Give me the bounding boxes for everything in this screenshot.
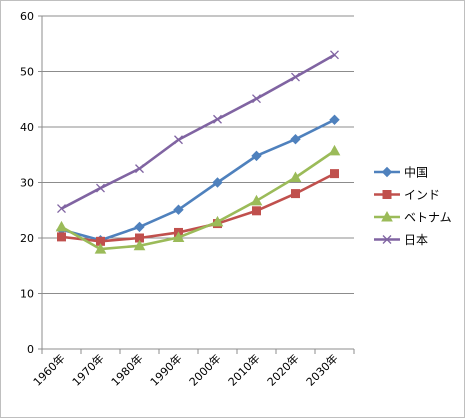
series-2-point bbox=[94, 243, 107, 254]
marker-stroke bbox=[213, 114, 222, 124]
series-0-point bbox=[173, 204, 184, 215]
legend-item: 日本 bbox=[374, 233, 428, 247]
series-3-point bbox=[252, 94, 261, 104]
y-tick-label: 60 bbox=[20, 10, 34, 23]
series-3-point bbox=[135, 164, 144, 174]
series-3-point bbox=[57, 204, 66, 214]
marker-stroke bbox=[57, 204, 66, 214]
legend-label: ベトナム bbox=[404, 211, 452, 225]
series-0-point bbox=[134, 221, 145, 233]
x-tick-label: 1980年 bbox=[108, 351, 145, 388]
series-3-point bbox=[330, 50, 339, 60]
legend-marker bbox=[381, 210, 393, 222]
series-2-line bbox=[60, 149, 336, 251]
x-tick-label: 1970年 bbox=[69, 351, 106, 388]
gridlines bbox=[42, 15, 354, 294]
legend-marker bbox=[382, 235, 392, 244]
series-0-point bbox=[212, 177, 223, 188]
series-2-point bbox=[172, 231, 185, 242]
marker-stroke bbox=[135, 164, 144, 174]
series-2-point bbox=[328, 144, 341, 156]
series-2-point bbox=[289, 171, 302, 183]
legend-marker bbox=[382, 190, 392, 199]
legend-label: 日本 bbox=[404, 233, 428, 247]
legend-item: インド bbox=[374, 188, 440, 202]
series-lines bbox=[55, 50, 341, 254]
series-3-line bbox=[60, 53, 336, 210]
series-3-point bbox=[96, 183, 105, 193]
x-tick-label: 2030年 bbox=[303, 351, 340, 388]
legend-label: インド bbox=[404, 188, 440, 202]
marker-stroke bbox=[174, 135, 183, 145]
y-tick-label: 20 bbox=[20, 232, 34, 245]
legend-label: 中国 bbox=[404, 165, 428, 180]
x-tick-label: 2000年 bbox=[186, 351, 223, 388]
x-tick-label: 2010年 bbox=[225, 351, 262, 388]
marker-stroke bbox=[252, 94, 261, 104]
marker-stroke bbox=[291, 72, 300, 82]
marker-stroke bbox=[382, 235, 392, 244]
series-0-point bbox=[290, 134, 301, 145]
legend-item: ベトナム bbox=[374, 211, 452, 225]
x-tick-label: 2020年 bbox=[264, 351, 301, 388]
series-1-point bbox=[291, 189, 300, 199]
series-1-line bbox=[61, 172, 336, 243]
y-tick-label: 10 bbox=[20, 288, 34, 301]
series-3-point bbox=[174, 135, 183, 145]
series-2-point bbox=[250, 194, 263, 206]
series-3-point bbox=[291, 72, 300, 82]
series-0-point bbox=[329, 114, 340, 125]
series-1-point bbox=[330, 169, 339, 179]
series-1-point bbox=[252, 206, 261, 216]
axes bbox=[38, 15, 355, 354]
marker-stroke bbox=[330, 50, 339, 60]
series-2-point bbox=[211, 215, 224, 227]
series-2-point bbox=[55, 220, 68, 232]
legend-marker bbox=[381, 166, 393, 178]
legend-item: 中国 bbox=[374, 165, 428, 180]
marker-stroke bbox=[96, 183, 105, 193]
series-2-point bbox=[133, 239, 146, 251]
x-tick-label: 1990年 bbox=[147, 351, 184, 388]
x-tick-label: 1960年 bbox=[30, 351, 67, 388]
y-tick-label: 50 bbox=[20, 66, 34, 79]
y-tick-label: 0 bbox=[27, 343, 34, 356]
series-0-line bbox=[61, 118, 336, 242]
series-0-point bbox=[251, 150, 262, 162]
series-1-point bbox=[57, 232, 66, 242]
series-3-point bbox=[213, 114, 222, 124]
y-tick-label: 40 bbox=[20, 121, 34, 134]
y-tick-label: 30 bbox=[20, 177, 34, 190]
